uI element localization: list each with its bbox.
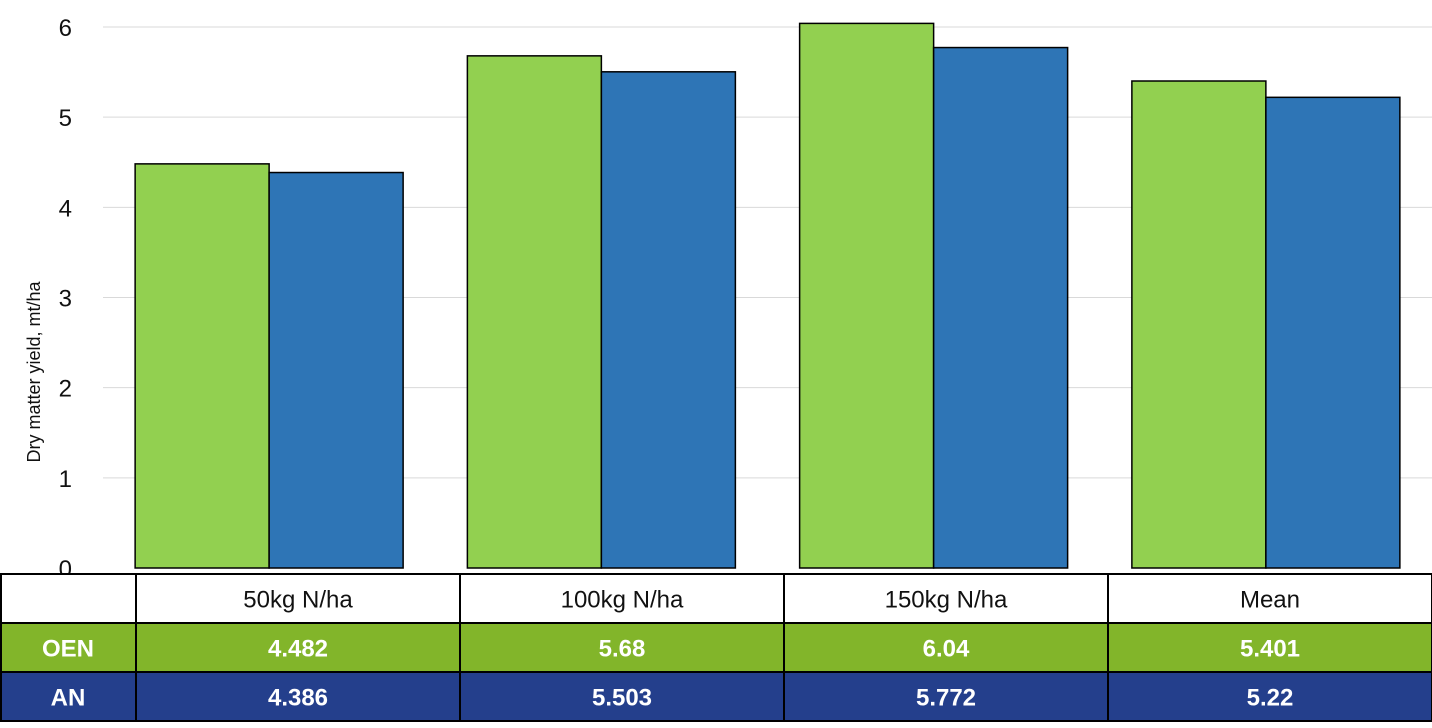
y-tick-label: 2 (59, 376, 72, 403)
data-label-oen-3: 5.401 (1240, 636, 1300, 663)
category-label-2: 150kg N/ha (885, 587, 1008, 614)
y-tick-label: 4 (59, 195, 72, 222)
category-label-1: 100kg N/ha (561, 587, 684, 614)
bar-oen-2 (798, 22, 935, 569)
legend-label-oen: OEN (42, 636, 94, 663)
bar-oen-1 (466, 55, 603, 569)
bar-an-1 (600, 71, 737, 569)
data-label-an-2: 5.772 (916, 685, 976, 712)
y-tick-label: 5 (59, 105, 72, 132)
bar-an-3 (1265, 96, 1401, 569)
y-axis-label: Dry matter yield, mt/ha (24, 280, 44, 462)
data-label-oen-2: 6.04 (923, 636, 970, 663)
category-label-3: Mean (1240, 587, 1300, 614)
category-label-0: 50kg N/ha (243, 587, 353, 614)
legend-label-an: AN (51, 685, 86, 712)
bar-an-0 (268, 171, 404, 569)
bar-oen-0 (134, 163, 270, 569)
table-row-oen (0, 623, 1432, 672)
data-label-an-3: 5.22 (1247, 685, 1294, 712)
data-label-an-0: 4.386 (268, 685, 328, 712)
data-label-an-1: 5.503 (592, 685, 652, 712)
data-label-oen-1: 5.68 (599, 636, 646, 663)
data-table: OEN 4.482 5.68 6.04 5.401 AN 4.386 5.503 5.772 5.… (0, 573, 1432, 722)
table-header-row (0, 574, 1432, 623)
bar-oen-3 (1131, 80, 1267, 569)
data-label-oen-0: 4.482 (268, 636, 328, 663)
y-tick-label: 1 (59, 466, 72, 493)
table-row-an (0, 672, 1432, 721)
bars (134, 22, 1401, 569)
y-tick-label: 3 (59, 286, 72, 313)
y-tick-label: 6 (59, 15, 72, 42)
bar-an-2 (932, 46, 1069, 569)
